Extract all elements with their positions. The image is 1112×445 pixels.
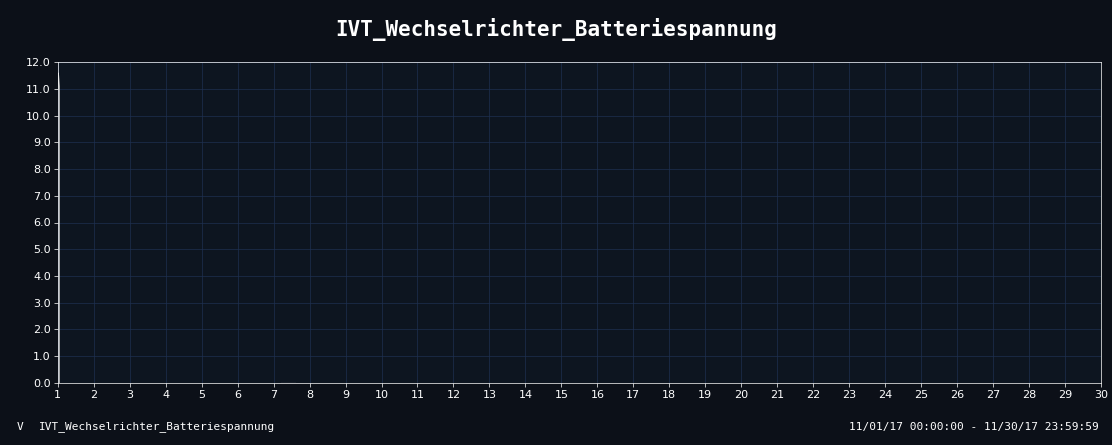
Text: IVT_Wechselrichter_Batteriespannung: IVT_Wechselrichter_Batteriespannung (39, 421, 275, 432)
Text: IVT_Wechselrichter_Batteriespannung: IVT_Wechselrichter_Batteriespannung (335, 18, 777, 41)
Text: V: V (17, 422, 23, 432)
Text: 11/01/17 00:00:00 - 11/30/17 23:59:59: 11/01/17 00:00:00 - 11/30/17 23:59:59 (848, 422, 1099, 432)
